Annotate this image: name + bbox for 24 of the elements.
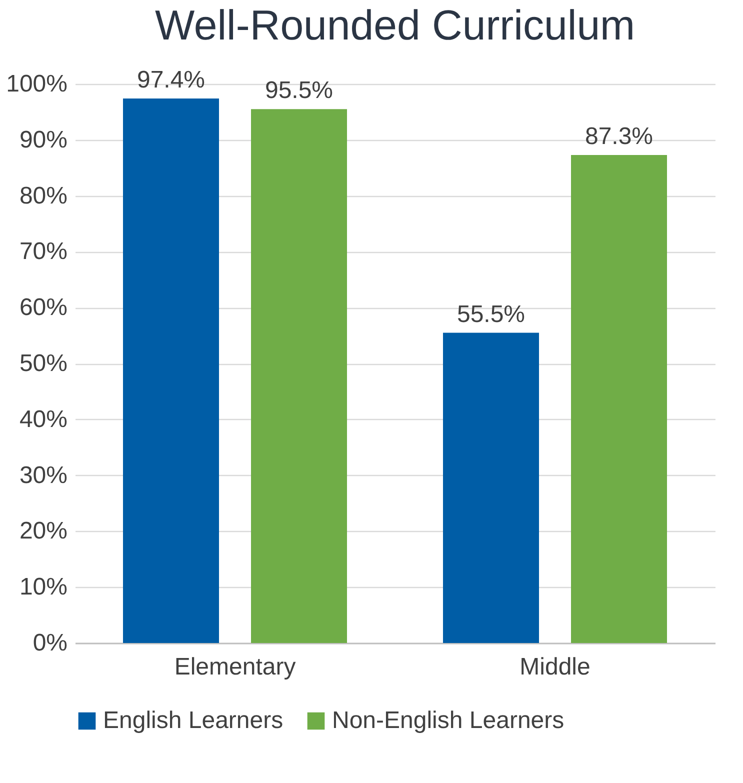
bar <box>251 109 347 643</box>
y-tick-label: 50% <box>19 350 68 377</box>
legend-label: English Learners <box>103 707 284 734</box>
data-label: 97.4% <box>136 66 206 94</box>
y-tick-label: 80% <box>19 182 68 210</box>
y-tick-label: 60% <box>19 294 68 322</box>
data-label: 87.3% <box>584 122 654 150</box>
y-tick-label: 0% <box>32 630 68 656</box>
legend-label: Non-English Learners <box>332 707 564 734</box>
data-label: 55.5% <box>456 300 526 328</box>
chart-title: Well-Rounded Curriculum <box>154 2 636 49</box>
y-tick-label: 40% <box>19 406 68 433</box>
bar <box>123 98 219 643</box>
y-tick-label: 70% <box>19 238 68 266</box>
y-tick-label: 30% <box>19 462 68 489</box>
x-tick-label: Middle <box>520 654 590 680</box>
bar <box>571 154 667 643</box>
y-tick-label: 20% <box>19 518 68 545</box>
y-tick-label: 100% <box>6 70 68 98</box>
bar <box>443 332 539 643</box>
y-tick-label: 10% <box>19 574 68 601</box>
y-tick-label: 90% <box>19 126 68 154</box>
data-label: 95.5% <box>264 77 334 104</box>
x-tick-label: Elementary <box>174 654 296 680</box>
